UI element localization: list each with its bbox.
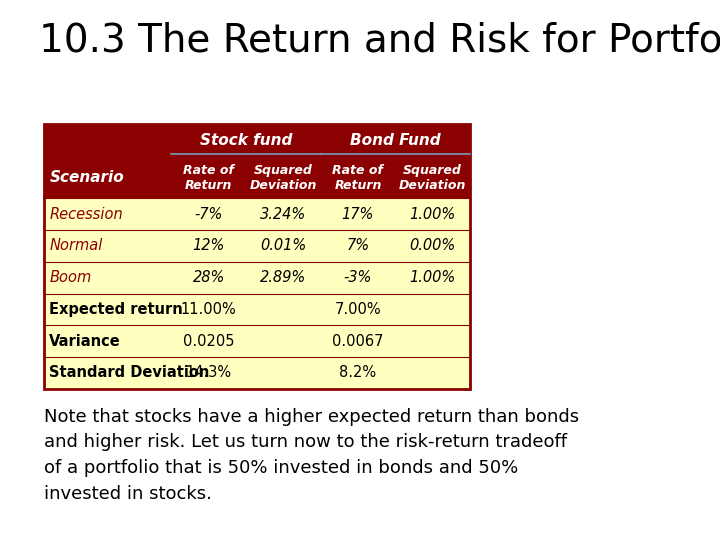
Text: Variance: Variance [50,334,121,349]
Text: Stock fund: Stock fund [200,133,292,148]
Bar [44,158,470,198]
Text: 2.89%: 2.89% [260,270,307,285]
Bar [44,230,470,262]
Text: 0.00%: 0.00% [410,239,456,253]
Text: 1.00%: 1.00% [410,207,456,221]
Text: 10.3 The Return and Risk for Portfolios: 10.3 The Return and Risk for Portfolios [39,22,720,59]
Text: Normal: Normal [50,239,103,253]
Text: 14.3%: 14.3% [186,366,232,380]
Text: Squared
Deviation: Squared Deviation [399,164,467,192]
Text: 11.00%: 11.00% [181,302,237,317]
Bar [44,294,470,325]
Text: -7%: -7% [194,207,223,221]
Text: Rate of
Return: Rate of Return [333,164,384,192]
Text: Scenario: Scenario [50,171,124,185]
Text: 1.00%: 1.00% [410,270,456,285]
Text: Rate of
Return: Rate of Return [184,164,234,192]
Text: Expected return: Expected return [50,302,183,317]
Text: 7.00%: 7.00% [335,302,382,317]
Text: Squared
Deviation: Squared Deviation [250,164,317,192]
Text: Boom: Boom [50,270,91,285]
Bar [44,124,470,158]
Bar [44,262,470,294]
Text: Standard Deviation: Standard Deviation [50,366,210,380]
Bar [44,325,470,357]
Text: 3.24%: 3.24% [260,207,307,221]
Text: Bond Fund: Bond Fund [350,133,441,148]
Text: 28%: 28% [192,270,225,285]
Text: 7%: 7% [346,239,369,253]
Text: 17%: 17% [342,207,374,221]
Text: -3%: -3% [343,270,372,285]
Text: 0.0067: 0.0067 [332,334,384,349]
Bar [44,198,470,230]
Text: 12%: 12% [192,239,225,253]
Text: 0.01%: 0.01% [260,239,307,253]
Bar [44,357,470,389]
Text: Recession: Recession [50,207,123,221]
Text: Note that stocks have a higher expected return than bonds
and higher risk. Let u: Note that stocks have a higher expected … [44,408,579,503]
Text: 0.0205: 0.0205 [183,334,235,349]
Text: 8.2%: 8.2% [339,366,377,380]
